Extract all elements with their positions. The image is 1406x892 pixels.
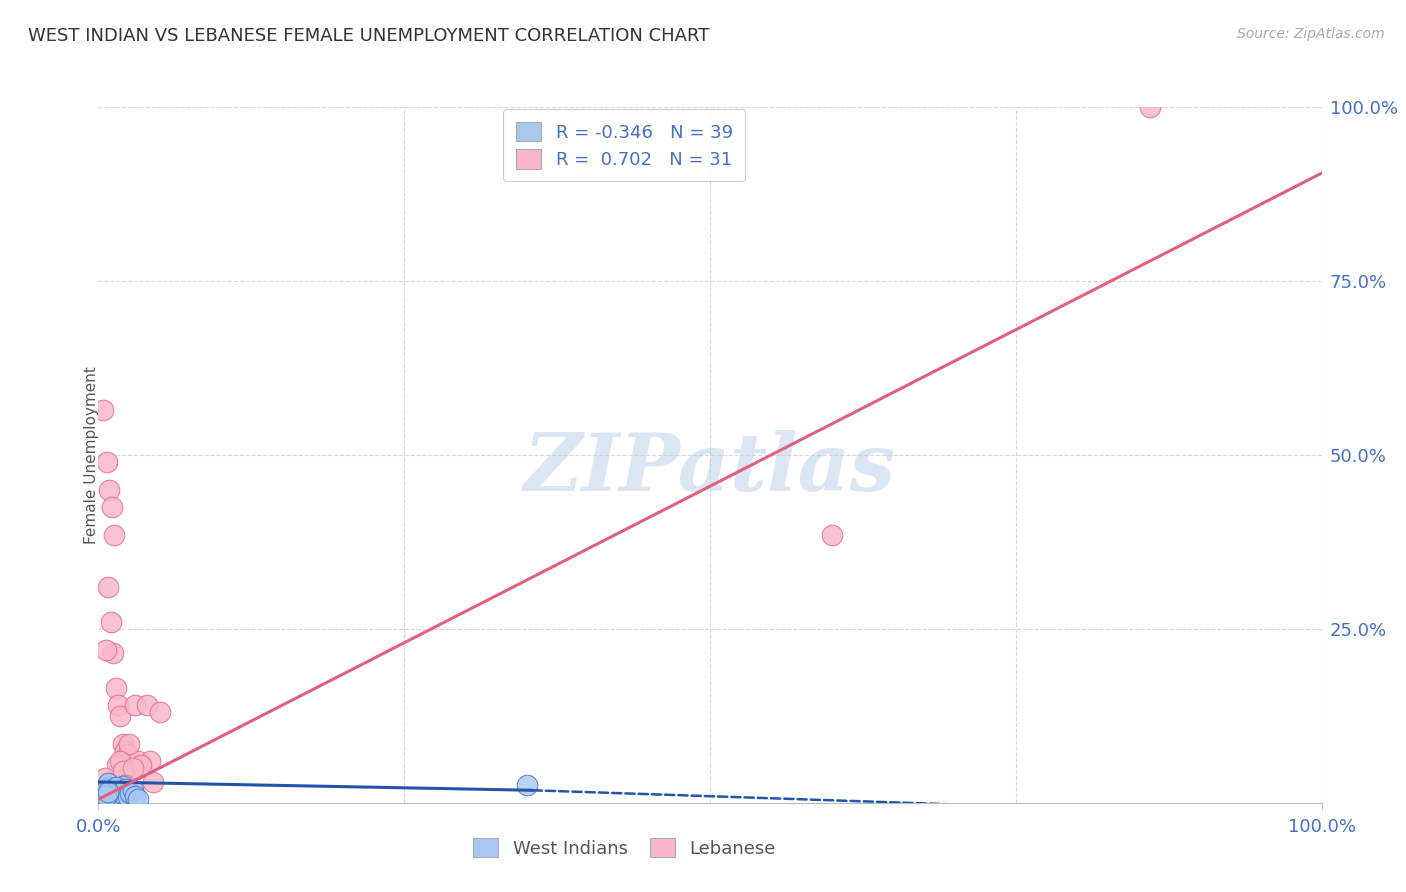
Point <box>127 791 149 805</box>
Text: ZIPatlas: ZIPatlas <box>524 430 896 508</box>
Text: Source: ZipAtlas.com: Source: ZipAtlas.com <box>1237 27 1385 41</box>
Point <box>101 500 124 514</box>
Point <box>127 754 149 768</box>
Point <box>114 778 136 792</box>
Point <box>110 785 132 799</box>
Point <box>120 786 142 800</box>
Point <box>103 785 125 799</box>
Point <box>136 698 159 713</box>
Point <box>100 789 122 803</box>
Point <box>1139 100 1161 114</box>
Point <box>129 757 152 772</box>
Point <box>104 781 127 796</box>
Point <box>124 789 146 803</box>
Point <box>101 790 124 805</box>
Point <box>117 747 139 761</box>
Point <box>111 764 134 779</box>
Point <box>104 780 127 795</box>
Point <box>142 775 165 789</box>
Point <box>91 792 114 806</box>
Point <box>111 737 134 751</box>
Point <box>90 789 112 803</box>
Text: WEST INDIAN VS LEBANESE FEMALE UNEMPLOYMENT CORRELATION CHART: WEST INDIAN VS LEBANESE FEMALE UNEMPLOYM… <box>28 27 710 45</box>
Point <box>97 776 120 790</box>
Point <box>112 790 135 805</box>
Point <box>111 779 134 793</box>
Y-axis label: Female Unemployment: Female Unemployment <box>84 366 98 544</box>
Point <box>821 528 844 542</box>
Point <box>111 789 134 803</box>
Point <box>97 791 120 805</box>
Point <box>110 793 132 807</box>
Point <box>515 778 537 792</box>
Point <box>94 793 117 807</box>
Point <box>139 754 162 768</box>
Point <box>97 785 120 799</box>
Point <box>100 615 122 629</box>
Point <box>114 786 136 800</box>
Point <box>121 783 143 797</box>
Point <box>94 789 117 803</box>
Point <box>93 772 115 786</box>
Point <box>114 744 136 758</box>
Point <box>107 789 129 803</box>
Point <box>103 528 125 542</box>
Legend: West Indians, Lebanese: West Indians, Lebanese <box>461 825 789 871</box>
Point <box>98 780 121 795</box>
Point <box>91 786 114 800</box>
Point <box>114 781 136 796</box>
Point <box>105 791 128 805</box>
Point <box>96 783 118 797</box>
Point <box>91 790 114 805</box>
Point <box>100 785 122 799</box>
Point <box>104 681 127 695</box>
Point <box>91 402 114 417</box>
Point <box>94 642 117 657</box>
Point <box>105 757 128 772</box>
Point <box>110 754 132 768</box>
Point <box>96 455 118 469</box>
Point <box>149 706 172 720</box>
Point <box>110 708 132 723</box>
Point <box>93 788 115 802</box>
Point <box>93 781 115 796</box>
Point <box>111 788 134 802</box>
Point <box>107 698 129 713</box>
Point <box>118 737 141 751</box>
Point <box>101 791 124 805</box>
Point <box>97 580 120 594</box>
Point <box>124 698 146 713</box>
Point <box>117 790 139 805</box>
Point <box>101 646 124 660</box>
Point <box>121 761 143 775</box>
Point <box>98 483 121 497</box>
Point <box>108 783 131 797</box>
Point <box>107 788 129 802</box>
Point <box>101 786 124 800</box>
